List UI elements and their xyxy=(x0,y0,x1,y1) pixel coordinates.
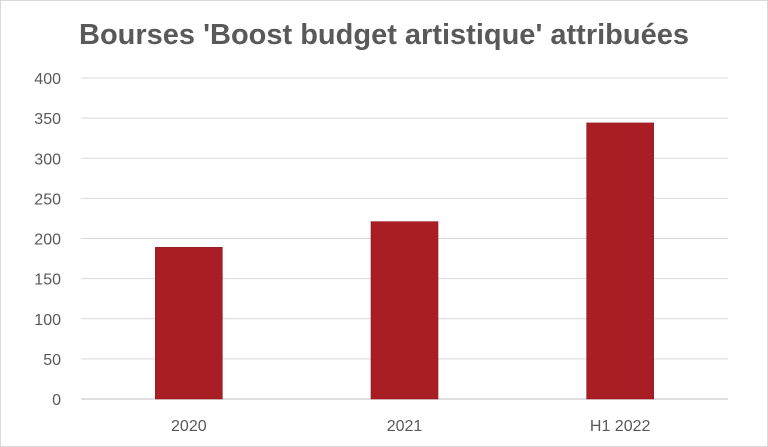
y-tick-label: 50 xyxy=(43,352,61,369)
y-tick-label: 400 xyxy=(34,71,61,88)
x-tick-label: 2021 xyxy=(387,418,423,435)
y-tick-label: 200 xyxy=(34,232,61,249)
y-tick-label: 300 xyxy=(34,151,61,168)
x-tick-label: 2020 xyxy=(171,418,207,435)
x-tick-label: H1 2022 xyxy=(590,418,651,435)
y-tick-label: 0 xyxy=(52,392,61,409)
bar xyxy=(370,221,439,400)
bar xyxy=(586,122,654,400)
y-tick-label: 150 xyxy=(34,272,61,289)
y-tick-label: 100 xyxy=(34,312,61,329)
y-tick-label: 350 xyxy=(34,111,61,128)
chart-title: Bourses 'Boost budget artistique' attrib… xyxy=(79,19,689,51)
y-tick-label: 250 xyxy=(34,191,61,208)
bar xyxy=(155,247,223,400)
